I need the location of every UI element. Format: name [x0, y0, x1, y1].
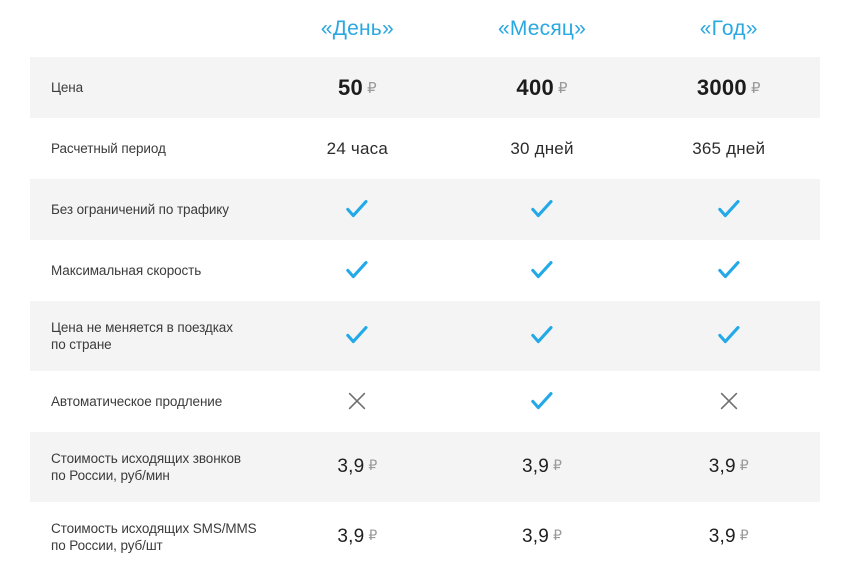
check-icon: [531, 391, 553, 412]
rate-amount: 3,9: [708, 526, 736, 547]
row-label-line1: Расчетный период: [51, 141, 166, 156]
rate-amount: 3,9: [522, 526, 550, 547]
plan-header-month: «Месяц»: [497, 17, 587, 40]
row-label-price: Цена: [30, 79, 270, 96]
table-row: Стоимость исходящих звонков по России, ру…: [30, 432, 820, 502]
cell-outgoing-calls-cost-day: 3,9 ₽: [266, 456, 449, 478]
check-icon: [531, 199, 553, 220]
row-label-max-speed: Максимальная скорость: [30, 262, 270, 279]
period-text: 30 дней: [510, 138, 574, 158]
price-amount: 400: [516, 74, 555, 100]
cell-price-year: 3000 ₽: [637, 75, 820, 101]
cell-max-speed-month: [451, 260, 634, 281]
table-row: Цена не меняется в поездках по стране: [30, 301, 820, 371]
row-label-unlimited-traffic: Без ограничений по трафику: [30, 201, 270, 218]
cell-price-fixed-travel-month: [451, 326, 634, 346]
row-label-line1: Без ограничений по трафику: [51, 202, 229, 217]
rate-amount: 3,9: [337, 526, 365, 547]
cell-price-fixed-travel-year: [637, 326, 820, 346]
cell-outgoing-sms-mms-cost-day: 3,9 ₽: [266, 526, 449, 548]
currency-symbol: ₽: [739, 457, 749, 473]
currency-symbol: ₽: [739, 527, 749, 543]
cell-outgoing-calls-cost-month: 3,9 ₽: [451, 456, 634, 478]
currency-symbol: ₽: [558, 79, 568, 97]
row-label-outgoing-sms-mms-cost: Стоимость исходящих SMS/MMS по России, ру…: [30, 520, 270, 554]
check-icon: [717, 326, 740, 346]
row-label-line1: Стоимость исходящих звонков: [51, 451, 241, 466]
currency-symbol: ₽: [750, 79, 761, 97]
cell-outgoing-calls-cost-year: 3,9 ₽: [637, 456, 820, 478]
currency-symbol: ₽: [368, 527, 378, 543]
row-label-line1: Автоматическое продление: [51, 394, 223, 409]
row-label-auto-renewal: Автоматическое продление: [30, 393, 270, 410]
row-label-outgoing-calls-cost: Стоимость исходящих звонков по России, ру…: [30, 450, 270, 484]
period-text: 365 дней: [692, 138, 766, 158]
row-label-line1: Цена не меняется в поездках: [51, 320, 233, 335]
cross-icon: [348, 392, 366, 410]
check-icon: [717, 199, 740, 220]
cell-price-fixed-travel-day: [266, 326, 449, 346]
row-label-line1: Стоимость исходящих SMS/MMS: [51, 521, 257, 536]
cell-billing-period-year: 365 дней: [637, 139, 820, 159]
cell-outgoing-sms-mms-cost-year: 3,9 ₽: [637, 526, 820, 548]
plan-header-year: «Год»: [699, 17, 758, 40]
price-amount: 50: [338, 74, 364, 100]
check-icon: [531, 326, 553, 346]
cell-outgoing-sms-mms-cost-month: 3,9 ₽: [451, 526, 634, 548]
check-icon: [346, 326, 368, 346]
cell-auto-renewal-day: [266, 392, 449, 410]
tariff-table: Цена 50 ₽400 ₽3000 ₽ Расчетный период 24 часа 3…: [30, 57, 820, 572]
table-row: Цена 50 ₽400 ₽3000 ₽: [30, 57, 820, 118]
cell-billing-period-day: 24 часа: [266, 139, 449, 159]
period-text: 24 часа: [326, 138, 388, 158]
check-icon: [346, 260, 368, 281]
row-label-price-fixed-travel: Цена не меняется в поездках по стране: [30, 319, 270, 353]
currency-symbol: ₽: [553, 457, 562, 473]
check-icon: [531, 260, 553, 281]
table-row: Без ограничений по трафику: [30, 179, 820, 240]
cell-price-day: 50 ₽: [266, 75, 449, 101]
plans-header-row: «День» «Месяц» «Год»: [30, 0, 820, 57]
check-icon: [717, 260, 740, 281]
row-label-line1: Цена: [51, 80, 84, 95]
cell-max-speed-year: [637, 260, 820, 281]
cell-auto-renewal-month: [451, 391, 634, 412]
cell-unlimited-traffic-year: [637, 199, 820, 220]
rate-amount: 3,9: [708, 456, 736, 477]
row-label-line2: по стране: [51, 337, 112, 352]
check-icon: [346, 199, 368, 220]
row-label-line1: Максимальная скорость: [51, 263, 202, 278]
currency-symbol: ₽: [368, 457, 378, 473]
table-row: Автоматическое продление: [30, 371, 820, 432]
rate-amount: 3,9: [522, 456, 550, 477]
table-row: Максимальная скорость: [30, 240, 820, 301]
cell-max-speed-day: [266, 260, 449, 281]
table-row: Стоимость исходящих SMS/MMS по России, ру…: [30, 502, 820, 572]
plan-header-day: «День»: [320, 17, 394, 40]
cell-price-month: 400 ₽: [451, 75, 634, 101]
cross-icon: [720, 392, 738, 410]
row-label-billing-period: Расчетный период: [30, 140, 270, 157]
currency-symbol: ₽: [367, 79, 377, 97]
cell-billing-period-month: 30 дней: [451, 139, 634, 159]
cell-unlimited-traffic-day: [266, 199, 449, 220]
cell-auto-renewal-year: [637, 392, 820, 410]
table-row: Расчетный период 24 часа 30 дней 365 дней: [30, 118, 820, 179]
price-amount: 3000: [696, 74, 747, 100]
row-label-line2: по России, руб/мин: [51, 468, 170, 483]
row-label-line2: по России, руб/шт: [51, 538, 163, 553]
currency-symbol: ₽: [553, 527, 562, 543]
rate-amount: 3,9: [337, 456, 365, 477]
cell-unlimited-traffic-month: [451, 199, 634, 220]
